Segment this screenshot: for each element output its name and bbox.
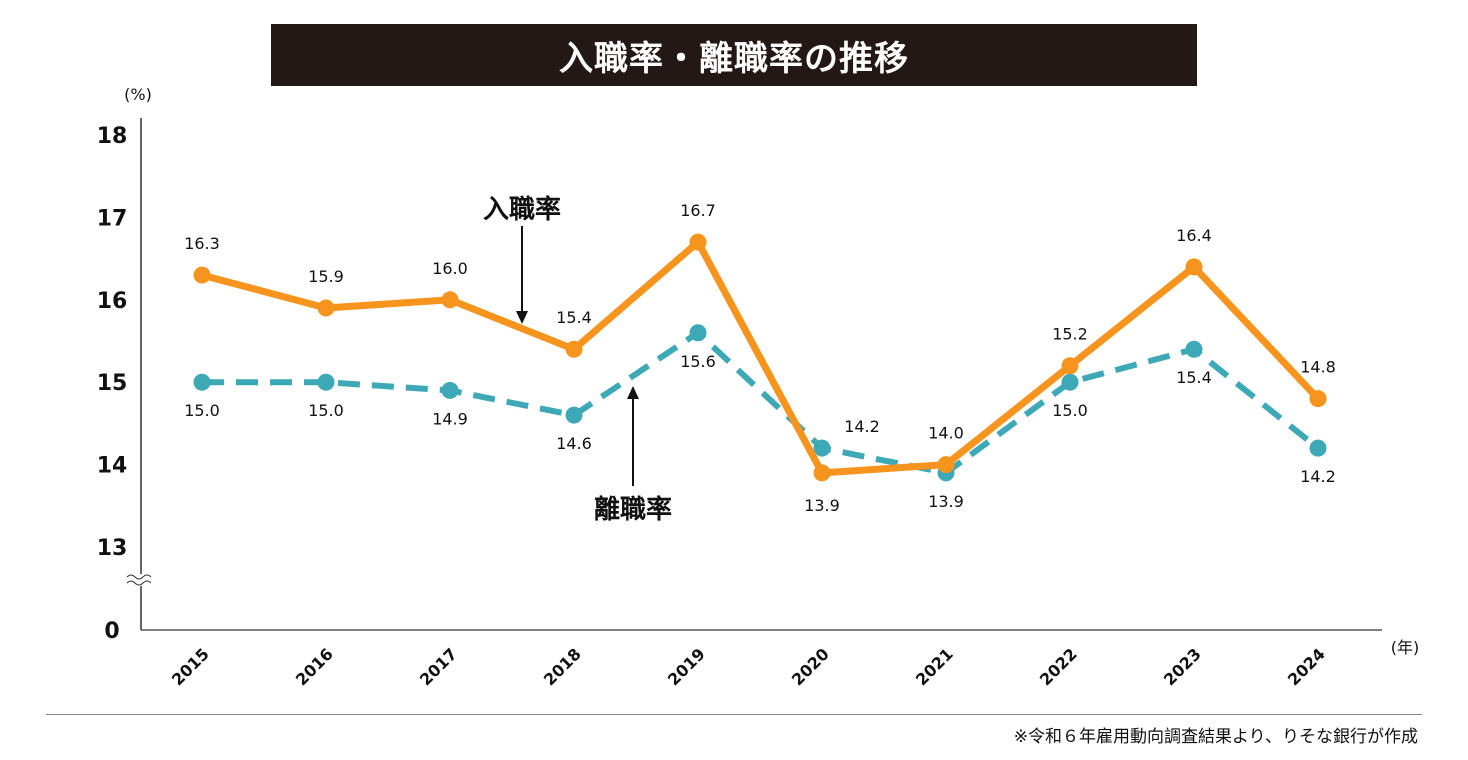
data-label: 13.9 (928, 492, 964, 511)
y-tick-label: 0 (104, 619, 119, 644)
data-label: 15.9 (308, 267, 344, 286)
data-point (317, 373, 335, 391)
y-tick-label: 14 (97, 454, 128, 479)
data-label: 16.0 (432, 259, 468, 278)
y-axis-label: (%) (124, 85, 152, 104)
data-label: 16.4 (1176, 226, 1212, 245)
data-point (689, 233, 707, 251)
y-tick-label: 13 (97, 536, 128, 561)
x-tick-label: 2016 (292, 644, 337, 689)
axis-break-icon (126, 574, 152, 586)
data-point (1309, 390, 1327, 408)
y-tick-label: 15 (97, 371, 128, 396)
data-point (441, 381, 459, 399)
data-label: 16.3 (184, 234, 220, 253)
data-label: 15.0 (184, 401, 220, 420)
data-point (1061, 373, 1079, 391)
data-label: 14.6 (556, 434, 592, 453)
data-label: 14.2 (844, 417, 880, 436)
x-tick-label: 2019 (664, 644, 709, 689)
data-label: 15.2 (1052, 325, 1088, 344)
series-line-hire-rate (201, 238, 1321, 477)
data-point (813, 464, 831, 482)
y-tick-label: 18 (97, 124, 128, 149)
data-point (441, 291, 459, 309)
data-point (565, 340, 583, 358)
x-tick-label: 2022 (1036, 644, 1081, 689)
arrow-up-icon (627, 386, 639, 399)
series-annotation-hire-rate: 入職率 (483, 194, 561, 225)
data-point (193, 373, 211, 391)
x-tick-label: 2015 (168, 644, 213, 689)
series-annotation-separation-rate: 離職率 (594, 494, 672, 525)
data-label: 15.0 (308, 401, 344, 420)
x-tick-label: 2021 (912, 644, 957, 689)
data-point (1185, 258, 1203, 276)
data-label: 14.8 (1300, 358, 1336, 377)
data-label: 14.0 (928, 424, 964, 443)
x-axis-label: (年) (1391, 638, 1420, 657)
data-point (1309, 439, 1327, 457)
y-tick-label: 17 (97, 206, 128, 231)
data-label: 14.2 (1300, 467, 1336, 486)
data-label: 15.6 (680, 352, 716, 371)
x-tick-label: 2020 (788, 644, 833, 689)
data-label: 15.4 (556, 308, 592, 327)
data-point (317, 299, 335, 317)
data-point (1185, 340, 1203, 358)
data-label: 15.4 (1176, 368, 1212, 387)
data-point (1061, 357, 1079, 375)
data-point (937, 456, 955, 474)
x-tick-label: 2017 (416, 644, 461, 689)
data-label: 16.7 (680, 201, 716, 220)
x-tick-label: 2018 (540, 644, 585, 689)
data-point (813, 439, 831, 457)
axis-break-mask (126, 574, 156, 586)
data-label: 15.0 (1052, 401, 1088, 420)
data-label: 13.9 (804, 496, 840, 515)
y-tick-label: 16 (97, 289, 128, 314)
data-point (193, 266, 211, 284)
x-tick-label: 2024 (1284, 644, 1329, 689)
data-label: 14.9 (432, 409, 468, 428)
data-point (689, 324, 707, 342)
x-tick-label: 2023 (1160, 644, 1205, 689)
divider (46, 714, 1422, 715)
source-note: ※令和６年雇用動向調査結果より、りそな銀行が作成 (1013, 727, 1418, 747)
chart-title: 入職率・離職率の推移 (271, 24, 1197, 86)
series-line-separation-rate (202, 329, 1320, 476)
arrow-down-icon (516, 311, 528, 324)
data-point (565, 406, 583, 424)
